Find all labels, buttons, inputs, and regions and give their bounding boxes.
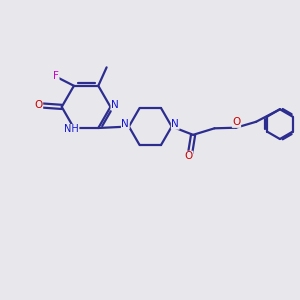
Text: O: O bbox=[184, 151, 193, 161]
Text: NH: NH bbox=[64, 124, 79, 134]
Text: O: O bbox=[232, 117, 241, 128]
Text: N: N bbox=[171, 119, 179, 129]
Text: O: O bbox=[34, 100, 43, 110]
Text: N: N bbox=[111, 100, 119, 110]
Text: F: F bbox=[53, 71, 59, 81]
Text: N: N bbox=[122, 118, 129, 129]
